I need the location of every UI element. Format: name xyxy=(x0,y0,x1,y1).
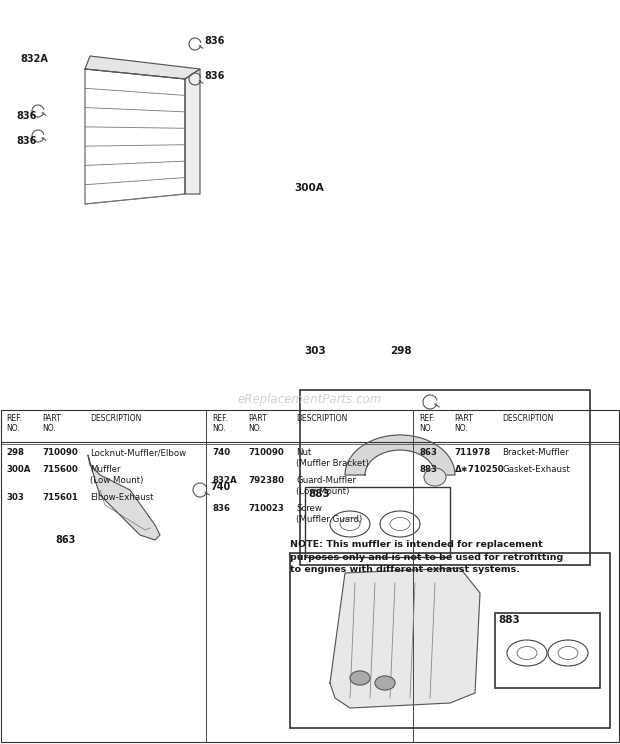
Text: DESCRIPTION: DESCRIPTION xyxy=(502,414,554,423)
Polygon shape xyxy=(330,568,480,708)
Ellipse shape xyxy=(424,468,446,486)
Text: 836: 836 xyxy=(16,111,37,121)
Text: NOTE: This muffler is intended for replacement
purposes only and is not to be us: NOTE: This muffler is intended for repla… xyxy=(290,540,563,574)
Polygon shape xyxy=(185,69,200,194)
Text: Δ∗710250: Δ∗710250 xyxy=(454,465,504,474)
Text: eReplacementParts.com: eReplacementParts.com xyxy=(238,394,382,406)
Text: 883: 883 xyxy=(498,615,520,625)
Text: 303: 303 xyxy=(6,493,24,502)
Text: 300A: 300A xyxy=(6,465,30,474)
Bar xyxy=(495,613,600,688)
Text: 715601: 715601 xyxy=(42,493,78,502)
Text: 836: 836 xyxy=(16,136,37,146)
Text: 303: 303 xyxy=(304,346,326,356)
Text: 740: 740 xyxy=(210,482,230,492)
Bar xyxy=(1,410,619,742)
Text: REF.
NO.: REF. NO. xyxy=(419,414,435,434)
Polygon shape xyxy=(345,435,455,475)
Text: Guard-Muffler: Guard-Muffler xyxy=(296,476,356,485)
Text: 836: 836 xyxy=(213,504,231,513)
Text: REF.
NO.: REF. NO. xyxy=(6,414,22,434)
Text: (Low Mount): (Low Mount) xyxy=(90,476,143,485)
Text: 863: 863 xyxy=(55,535,76,545)
Bar xyxy=(300,390,590,565)
Ellipse shape xyxy=(350,671,370,685)
Text: Muffler: Muffler xyxy=(90,465,120,474)
Text: 836: 836 xyxy=(204,36,224,46)
Text: 710023: 710023 xyxy=(248,504,284,513)
Text: 711978: 711978 xyxy=(454,448,490,457)
Text: 883: 883 xyxy=(308,489,330,499)
Ellipse shape xyxy=(375,676,395,690)
Text: Bracket-Muffler: Bracket-Muffler xyxy=(502,448,569,457)
Text: 710090: 710090 xyxy=(42,448,78,457)
Bar xyxy=(305,487,450,557)
Text: 298: 298 xyxy=(6,448,24,457)
Text: PART
NO.: PART NO. xyxy=(454,414,473,434)
Text: DESCRIPTION: DESCRIPTION xyxy=(90,414,141,423)
Polygon shape xyxy=(85,56,200,79)
Text: 300A: 300A xyxy=(294,183,324,193)
Text: 883: 883 xyxy=(419,465,437,474)
Text: (Low Mount): (Low Mount) xyxy=(296,487,350,496)
Text: 832A: 832A xyxy=(20,54,48,64)
Polygon shape xyxy=(88,455,160,540)
Text: DESCRIPTION: DESCRIPTION xyxy=(296,414,348,423)
Text: 715600: 715600 xyxy=(42,465,78,474)
Text: (Muffler Guard): (Muffler Guard) xyxy=(296,515,363,524)
Text: Locknut-Muffler/Elbow: Locknut-Muffler/Elbow xyxy=(90,448,186,457)
Text: 710090: 710090 xyxy=(248,448,284,457)
Text: 740: 740 xyxy=(213,448,231,457)
Text: PART
NO.: PART NO. xyxy=(42,414,61,434)
Text: 792380: 792380 xyxy=(248,476,284,485)
Text: 832A: 832A xyxy=(213,476,237,485)
Text: REF.
NO.: REF. NO. xyxy=(213,414,228,434)
Text: 863: 863 xyxy=(419,448,437,457)
Text: 298: 298 xyxy=(390,346,412,356)
Text: Nut: Nut xyxy=(296,448,312,457)
Text: 836: 836 xyxy=(204,71,224,81)
Bar xyxy=(290,553,610,728)
Text: Screw: Screw xyxy=(296,504,322,513)
Text: Elbow-Exhaust: Elbow-Exhaust xyxy=(90,493,153,502)
Text: PART
NO.: PART NO. xyxy=(248,414,267,434)
Text: (Muffler Bracket): (Muffler Bracket) xyxy=(296,459,370,468)
Text: Gasket-Exhaust: Gasket-Exhaust xyxy=(502,465,570,474)
